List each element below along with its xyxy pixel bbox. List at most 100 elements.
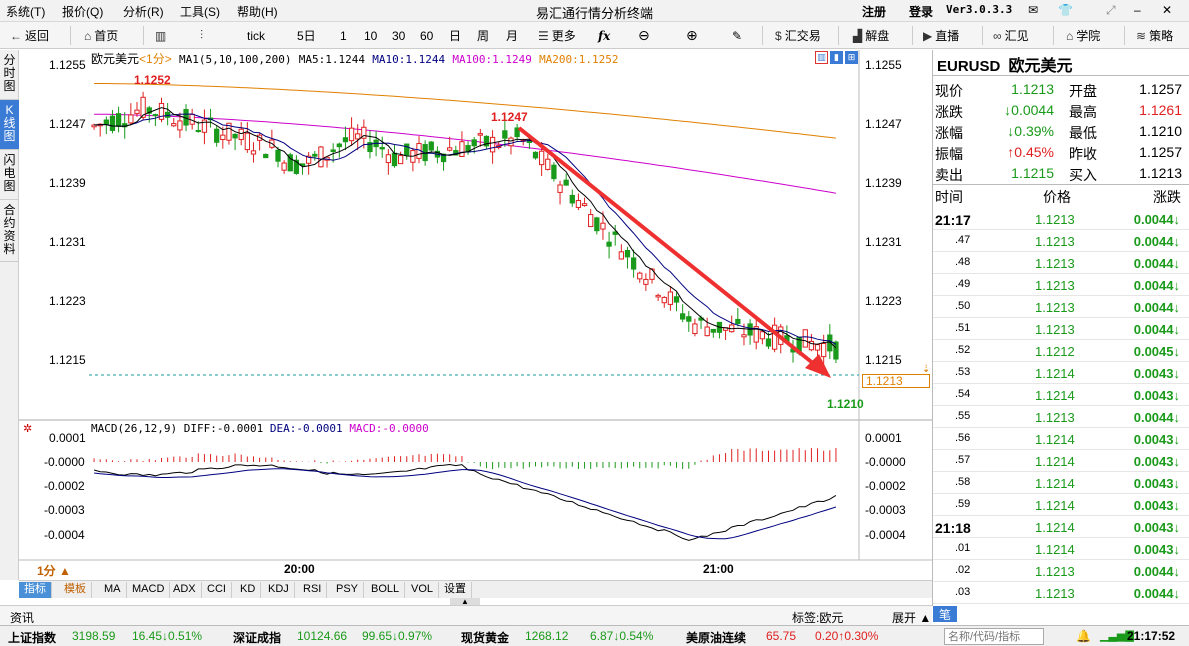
y-tick-right-5: 1.1223 xyxy=(865,294,902,308)
y-tick-right-4: 1.1231 xyxy=(865,235,902,249)
candle-body xyxy=(808,340,815,351)
search-input[interactable] xyxy=(944,628,1044,645)
candle-body xyxy=(330,149,336,152)
period-selector[interactable]: 1分 ▲ xyxy=(37,564,71,578)
period-1m[interactable]: 1 xyxy=(340,28,347,43)
news-bar: 资讯 标签:欧元 展开 ▲ xyxy=(0,605,932,625)
candle-body xyxy=(661,296,667,304)
login-link[interactable]: 登录 xyxy=(909,5,934,19)
y-tick-left-2: 1.1247 xyxy=(49,117,86,131)
x-tick-20: 20:00 xyxy=(284,562,315,576)
chart-mode-icon-1[interactable]: ▥ xyxy=(815,51,828,64)
period-week[interactable]: 周 xyxy=(477,29,490,43)
chart-mode-icon-3[interactable]: ⊞ xyxy=(845,51,858,64)
candle-body xyxy=(312,153,318,157)
tab-template[interactable]: 模板 xyxy=(59,582,92,598)
menu-quote[interactable]: 报价(Q) xyxy=(62,5,104,19)
kline-chart[interactable] xyxy=(19,50,932,580)
chart-area[interactable]: 欧元美元<1分> MA1(5,10,100,200) MA5:1.1244 MA… xyxy=(19,50,932,580)
menu-analysis[interactable]: 分析(R) xyxy=(123,5,164,19)
tab-ma[interactable]: MA xyxy=(99,582,127,598)
bi-tab[interactable]: 笔 xyxy=(933,606,957,622)
tick-price: 1.1213 xyxy=(1035,278,1075,293)
period-day[interactable]: 日 xyxy=(449,29,462,43)
sh-index-change: 16.45↓0.51% xyxy=(132,629,203,643)
shirt-icon[interactable]: 👕 xyxy=(1058,3,1073,17)
sz-index-name[interactable]: 深证成指 xyxy=(233,631,282,645)
live-button[interactable]: ▶ 直播 xyxy=(923,28,960,44)
tab-time-chart[interactable]: 分时图 xyxy=(0,50,19,100)
back-button[interactable]: ← 返回 xyxy=(10,28,50,44)
quote-name: 欧元美元 xyxy=(1008,58,1073,75)
tab-indicators[interactable]: 指标 xyxy=(19,582,52,598)
tick-button[interactable]: tick xyxy=(247,28,265,43)
menu-tools[interactable]: 工具(S) xyxy=(180,5,220,19)
close-icon[interactable]: ✕ xyxy=(1162,3,1173,17)
period-30m[interactable]: 30 xyxy=(392,28,406,43)
draw-button[interactable]: ✎ xyxy=(732,26,742,45)
zoom-out-button[interactable]: ⊖ xyxy=(638,26,650,45)
candle-body xyxy=(232,133,238,139)
macd-header: MACD(26,12,9) DIFF:-0.0001 DEA:-0.0001 M… xyxy=(91,422,429,435)
tick-row: .50 1.1213 0.0044↓ xyxy=(933,296,1189,318)
mail-icon[interactable]: ✉ xyxy=(1028,3,1039,17)
tick-time: .51 xyxy=(955,322,971,334)
period-month[interactable]: 月 xyxy=(506,29,519,43)
strategy-button[interactable]: ≋ 策略 xyxy=(1136,28,1174,44)
formula-button[interactable]: fx xyxy=(598,26,610,45)
macd-settings-icon[interactable]: ✲ xyxy=(23,423,33,435)
tab-kdj[interactable]: KDJ xyxy=(263,582,295,598)
ma10-value: MA10:1.1244 xyxy=(372,53,446,66)
candle-body xyxy=(275,149,281,162)
quote-value: 1.1261 xyxy=(1139,102,1182,118)
register-link[interactable]: 注册 xyxy=(862,5,887,19)
gold-name[interactable]: 现货黄金 xyxy=(461,631,510,645)
tab-adx[interactable]: ADX xyxy=(168,582,202,598)
tab-kd[interactable]: KD xyxy=(235,582,262,598)
sh-index-name[interactable]: 上证指数 xyxy=(8,631,57,645)
tab-settings[interactable]: 设置 xyxy=(439,582,472,598)
minimize-icon[interactable]: – xyxy=(1134,3,1141,17)
period-60m[interactable]: 60 xyxy=(420,28,434,43)
tick-change: 0.0043↓ xyxy=(1133,520,1180,535)
oil-name[interactable]: 美原油连续 xyxy=(686,631,747,645)
zoom-in-button[interactable]: ⊕ xyxy=(686,26,698,45)
tab-psy[interactable]: PSY xyxy=(331,582,365,598)
expand-button[interactable]: 展开 ▲ xyxy=(892,611,932,625)
more-button[interactable]: ☰ 更多 xyxy=(538,28,576,44)
tab-rsi[interactable]: RSI xyxy=(298,582,328,598)
x-tick-21: 21:00 xyxy=(703,562,734,576)
candle-chart-button[interactable]: ⫶ xyxy=(200,26,203,45)
news-label[interactable]: 资讯 xyxy=(10,611,35,625)
tab-cci[interactable]: CCI xyxy=(202,582,232,598)
tick-row: 21:18 1.1214 0.0043↓ xyxy=(933,516,1189,538)
tab-kline-chart[interactable]: K线图 xyxy=(0,100,19,150)
candle-body xyxy=(630,257,637,270)
candle-body xyxy=(686,316,692,322)
tab-boll[interactable]: BOLL xyxy=(366,582,406,598)
huijian-button[interactable]: ∞ 汇见 xyxy=(993,28,1029,44)
home-button[interactable]: ⌂ 首页 xyxy=(84,28,119,44)
collapse-handle[interactable]: ▲ xyxy=(450,598,480,606)
tab-macd[interactable]: MACD xyxy=(127,582,171,598)
oil-value: 65.75 xyxy=(766,629,797,643)
menu-help[interactable]: 帮助(H) xyxy=(237,5,278,19)
analysis-button[interactable]: ▟ 解盘 xyxy=(853,28,890,44)
tab-contract-info[interactable]: 合约资料 xyxy=(0,200,19,262)
period-5d[interactable]: 5日 xyxy=(297,29,316,43)
candle-body xyxy=(735,318,741,325)
bell-icon[interactable]: 🔔 xyxy=(1076,629,1091,643)
fx-trade-button[interactable]: $ 汇交易 xyxy=(775,28,821,44)
menu-system[interactable]: 系统(T) xyxy=(6,5,46,19)
bar-chart-button[interactable]: ▥ xyxy=(155,26,166,45)
restore-icon[interactable]: ⤢ xyxy=(1106,3,1116,17)
tick-time: .54 xyxy=(955,388,971,400)
period-10m[interactable]: 10 xyxy=(364,28,378,43)
candle-body xyxy=(692,323,698,335)
chart-mode-icon-2[interactable]: ▮ xyxy=(830,51,843,64)
tab-vol[interactable]: VOL xyxy=(406,582,440,598)
quote-row: 振幅 ↑0.45% 昨收 1.1257 xyxy=(933,142,1189,163)
tab-flash-chart[interactable]: 闪电图 xyxy=(0,150,19,200)
tick-change: 0.0045↓ xyxy=(1133,344,1180,359)
academy-button[interactable]: ⌂ 学院 xyxy=(1066,28,1101,44)
